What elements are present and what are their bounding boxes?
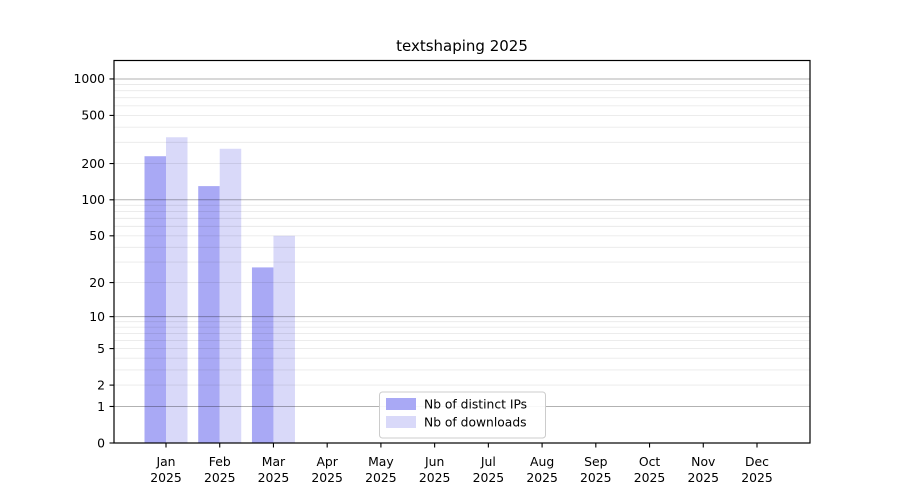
x-tick-label-year-oct: 2025: [634, 470, 666, 485]
x-tick-label-month-aug: Aug: [530, 454, 554, 469]
y-tick-label-2: 2: [97, 377, 105, 392]
x-tick-label-year-may: 2025: [365, 470, 397, 485]
legend-swatch-downloads-icon: [386, 416, 416, 428]
legend-label-downloads: Nb of downloads: [424, 416, 527, 430]
y-tick-label-1: 1: [97, 399, 105, 414]
bar-distinct-ips-feb: [198, 186, 220, 443]
x-tick-label-month-oct: Oct: [639, 454, 661, 469]
y-tick-label-50: 50: [89, 228, 105, 243]
x-tick-label-month-apr: Apr: [316, 454, 338, 469]
x-tick-label-month-may: May: [368, 454, 394, 469]
y-tick-label-0: 0: [97, 435, 105, 450]
bar-downloads-jan: [166, 137, 188, 443]
x-tick-label-year-jun: 2025: [419, 470, 451, 485]
x-tick-label-year-sep: 2025: [580, 470, 612, 485]
bar-downloads-feb: [219, 148, 242, 444]
x-tick-label-year-dec: 2025: [741, 470, 773, 485]
x-tick-label-year-apr: 2025: [311, 470, 343, 485]
legend-label-distinct-ips: Nb of distinct IPs: [424, 398, 527, 412]
x-tick-label-year-aug: 2025: [526, 470, 558, 485]
y-tick-label-200: 200: [81, 156, 105, 171]
x-tick-label-month-dec: Dec: [745, 454, 769, 469]
x-tick-label-year-nov: 2025: [687, 470, 719, 485]
x-tick-label-month-jan: Jan: [155, 454, 175, 469]
bar-distinct-ips-jan: [144, 156, 166, 443]
x-tick-label-month-feb: Feb: [209, 454, 231, 469]
x-tick-label-month-nov: Nov: [691, 454, 715, 469]
y-tick-label-5: 5: [97, 341, 105, 356]
y-tick-label-100: 100: [81, 192, 105, 207]
x-tick-label-month-jun: Jun: [424, 454, 444, 469]
legend-swatch-distinct-ips-icon: [386, 398, 416, 410]
x-tick-label-year-jul: 2025: [473, 470, 505, 485]
y-tick-label-10: 10: [89, 309, 105, 324]
bar-distinct-ips-mar: [251, 267, 274, 443]
plot-border: [113, 59, 811, 444]
axis-layer: 01251020501002005001000Jan2025Feb2025Mar…: [73, 71, 772, 485]
bars-layer: [144, 137, 295, 444]
x-tick-label-month-sep: Sep: [584, 454, 607, 469]
y-tick-label-500: 500: [81, 108, 105, 123]
x-tick-label-year-feb: 2025: [204, 470, 236, 485]
y-tick-label-1000: 1000: [73, 71, 105, 86]
x-tick-label-year-jan: 2025: [150, 470, 182, 485]
legend: Nb of distinct IPs Nb of downloads: [379, 391, 546, 439]
y-tick-label-20: 20: [89, 275, 105, 290]
x-tick-label-month-mar: Mar: [262, 454, 286, 469]
chart-title: textshaping 2025: [396, 37, 528, 55]
legend-box: [379, 391, 546, 439]
bar-downloads-mar: [273, 235, 295, 443]
x-tick-label-year-mar: 2025: [258, 470, 290, 485]
x-tick-label-month-jul: Jul: [480, 454, 496, 469]
